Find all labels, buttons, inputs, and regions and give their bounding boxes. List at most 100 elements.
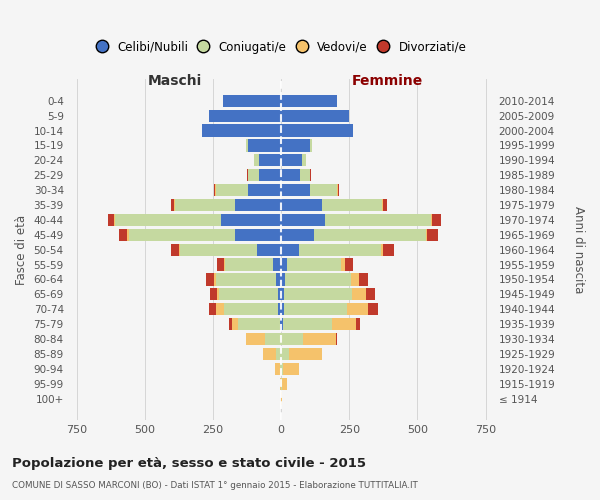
Bar	[341, 258, 345, 270]
Bar	[368, 303, 378, 316]
Bar	[427, 228, 438, 241]
Bar	[281, 274, 285, 285]
Bar	[281, 333, 303, 345]
Bar	[310, 140, 312, 151]
Bar	[238, 318, 280, 330]
Bar	[119, 228, 127, 241]
Bar	[232, 318, 238, 330]
Bar	[335, 333, 337, 345]
Bar	[284, 303, 347, 316]
Bar	[433, 214, 440, 226]
Bar	[281, 184, 310, 196]
Bar	[281, 244, 299, 256]
Bar	[259, 154, 281, 166]
Bar	[171, 244, 179, 256]
Bar	[283, 362, 299, 375]
Bar	[314, 228, 425, 241]
Bar	[287, 258, 341, 270]
Bar	[254, 154, 259, 166]
Bar	[285, 274, 350, 285]
Bar	[280, 378, 281, 390]
Bar	[209, 110, 281, 122]
Bar	[289, 348, 322, 360]
Bar	[356, 318, 360, 330]
Bar	[300, 169, 310, 181]
Bar	[281, 258, 287, 270]
Bar	[383, 244, 394, 256]
Text: Femmine: Femmine	[352, 74, 423, 88]
Bar	[265, 333, 281, 345]
Bar	[216, 184, 248, 196]
Bar	[281, 348, 289, 360]
Bar	[127, 228, 128, 241]
Bar	[257, 244, 281, 256]
Y-axis label: Fasce di età: Fasce di età	[15, 214, 28, 284]
Bar	[128, 228, 235, 241]
Bar	[246, 333, 265, 345]
Bar	[273, 258, 281, 270]
Bar	[283, 318, 332, 330]
Bar	[280, 362, 281, 375]
Bar	[246, 140, 248, 151]
Bar	[281, 318, 283, 330]
Bar	[281, 362, 283, 375]
Bar	[235, 228, 281, 241]
Bar	[352, 288, 365, 300]
Bar	[281, 288, 284, 300]
Bar	[218, 288, 278, 300]
Bar	[214, 274, 216, 285]
Bar	[235, 199, 281, 211]
Bar	[325, 214, 431, 226]
Bar	[299, 244, 380, 256]
Bar	[223, 94, 281, 107]
Bar	[350, 274, 359, 285]
Bar	[365, 288, 375, 300]
Bar	[281, 228, 314, 241]
Bar	[347, 303, 368, 316]
Bar	[281, 110, 349, 122]
Bar	[281, 94, 337, 107]
Bar	[217, 288, 218, 300]
Y-axis label: Anni di nascita: Anni di nascita	[572, 206, 585, 294]
Bar	[303, 333, 335, 345]
Text: Maschi: Maschi	[148, 74, 202, 88]
Legend: Celibi/Nubili, Coniugati/e, Vedovi/e, Divorziati/e: Celibi/Nubili, Coniugati/e, Vedovi/e, Di…	[96, 40, 467, 54]
Bar	[226, 258, 273, 270]
Bar	[217, 258, 224, 270]
Bar	[281, 303, 284, 316]
Bar	[302, 154, 306, 166]
Bar	[263, 348, 276, 360]
Bar	[276, 274, 281, 285]
Bar	[175, 199, 235, 211]
Bar	[248, 169, 259, 181]
Bar	[278, 303, 281, 316]
Bar	[115, 214, 221, 226]
Bar	[216, 274, 276, 285]
Bar	[281, 199, 322, 211]
Bar	[224, 303, 278, 316]
Bar	[276, 348, 281, 360]
Bar	[380, 244, 383, 256]
Bar	[281, 140, 310, 151]
Bar	[280, 318, 281, 330]
Bar	[284, 288, 352, 300]
Bar	[332, 318, 356, 330]
Text: Popolazione per età, sesso e stato civile - 2015: Popolazione per età, sesso e stato civil…	[12, 458, 366, 470]
Bar	[211, 288, 217, 300]
Bar	[322, 199, 382, 211]
Bar	[425, 228, 427, 241]
Bar	[181, 244, 257, 256]
Bar	[382, 199, 383, 211]
Text: COMUNE DI SASSO MARCONI (BO) - Dati ISTAT 1° gennaio 2015 - Elaborazione TUTTITA: COMUNE DI SASSO MARCONI (BO) - Dati ISTA…	[12, 481, 418, 490]
Bar	[259, 169, 281, 181]
Bar	[174, 199, 175, 211]
Bar	[359, 274, 368, 285]
Bar	[345, 258, 353, 270]
Bar	[216, 303, 224, 316]
Bar	[248, 184, 281, 196]
Bar	[281, 154, 302, 166]
Bar	[206, 274, 214, 285]
Bar	[431, 214, 433, 226]
Bar	[229, 318, 232, 330]
Bar	[214, 184, 215, 196]
